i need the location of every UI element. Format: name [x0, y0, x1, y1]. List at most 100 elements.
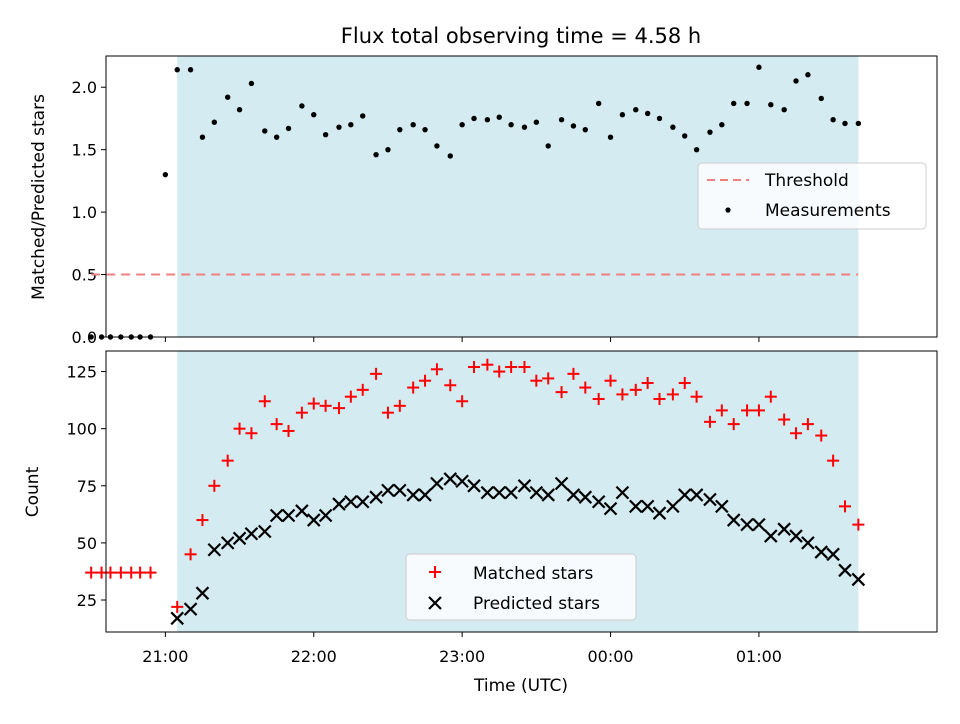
predicted-star-point: [207, 542, 222, 557]
predicted-star-point: [332, 497, 346, 511]
measurement-point: [781, 107, 787, 113]
matched-star-point: [703, 415, 716, 428]
matched-star-point: [430, 363, 443, 376]
matched-star-point: [666, 388, 679, 401]
measurement-point: [545, 143, 551, 149]
predicted-star-point: [752, 517, 766, 532]
legend-measurement-marker: [725, 207, 731, 213]
measurement-point: [311, 111, 317, 118]
predicted-star-point: [603, 501, 618, 516]
measurement-point: [88, 334, 94, 340]
matched-star-point: [629, 383, 642, 396]
matched-star-point: [295, 406, 308, 419]
measurement-point: [273, 134, 280, 140]
measurement-point: [842, 120, 848, 127]
measurement-point: [656, 115, 663, 122]
predicted-star-point: [232, 531, 247, 546]
measurement-point: [818, 95, 824, 102]
matched-star-point: [616, 388, 629, 401]
predicted-star-point: [195, 586, 210, 600]
predicted-star-point: [492, 485, 507, 500]
predicted-star-point: [504, 485, 518, 500]
matched-star-point: [171, 600, 184, 613]
measurement-point: [633, 107, 639, 113]
measurement-point: [322, 131, 329, 138]
measurement-point: [299, 103, 305, 109]
axes-frame: [105, 55, 938, 338]
matched-star-point: [518, 360, 531, 373]
matched-star-point: [764, 390, 777, 403]
matched-star-point: [653, 392, 666, 405]
predicted-star-point: [455, 474, 469, 488]
matched-star-point: [815, 429, 828, 442]
matched-star-point: [690, 390, 703, 403]
y-tick-label: 0.5: [72, 266, 97, 285]
matched-star-point: [567, 367, 580, 380]
y-tick-label: 125: [66, 363, 97, 382]
x-tick-label: 22:00: [291, 647, 337, 666]
predicted-star-point: [578, 490, 593, 504]
x-tick-label: 01:00: [736, 647, 782, 666]
matched-star-point: [208, 479, 221, 492]
predicted-star-point: [183, 602, 198, 616]
predicted-star-point: [715, 499, 729, 514]
legend-box: [405, 553, 637, 621]
measurement-point: [397, 126, 403, 133]
y-axis-label-count: Count: [23, 466, 43, 517]
measurement-point: [570, 123, 577, 129]
measurement-point: [360, 113, 366, 119]
matched-star-point: [790, 427, 803, 440]
predicted-star-point: [814, 545, 829, 559]
predicted-star-point: [406, 488, 420, 502]
matched-star-point: [356, 383, 369, 396]
matched-star-point: [419, 374, 432, 387]
measurement-point: [410, 121, 416, 128]
matched-star-point: [456, 395, 469, 408]
measurement-point: [619, 111, 626, 118]
matched-star-point: [221, 454, 234, 467]
predicted-star-point: [801, 536, 815, 550]
axes-frame: [105, 350, 938, 633]
x-tick-label: 23:00: [439, 647, 485, 666]
measurement-point: [496, 114, 502, 120]
predicted-star-point: [381, 483, 395, 498]
measurement-point: [348, 121, 354, 128]
legend-box: [697, 162, 927, 230]
matched-star-point: [468, 360, 481, 373]
measurement-point: [756, 64, 762, 70]
predicted-star-point: [369, 490, 383, 504]
matched-star-point: [752, 404, 765, 417]
matched-star-point: [505, 360, 518, 373]
matched-star-point: [282, 424, 295, 437]
matched-star-point: [592, 392, 605, 405]
matched-star-point: [444, 379, 457, 392]
measurement-point: [744, 100, 750, 107]
predicted-star-point: [789, 529, 803, 543]
predicted-star-point: [764, 529, 778, 543]
matched-star-point: [393, 399, 406, 412]
measurement-point: [731, 100, 737, 107]
measurement-point: [224, 94, 231, 100]
matched-star-point: [727, 418, 740, 431]
y-tick-label: 100: [66, 420, 97, 439]
y-axis-label-ratio: Matched/Predicted stars: [29, 94, 49, 300]
measurement-point: [595, 100, 602, 107]
matched-star-point: [144, 566, 157, 579]
measurement-point: [830, 116, 836, 123]
predicted-star-point: [703, 492, 717, 507]
predicted-star-point: [529, 485, 544, 500]
x-tick-label: 00:00: [587, 647, 633, 666]
measurement-point: [385, 146, 391, 153]
predicted-star-point: [306, 513, 321, 527]
predicted-star-point: [591, 495, 606, 509]
predicted-star-point: [652, 506, 667, 520]
measurement-point: [211, 119, 218, 125]
matched-star-point: [555, 386, 568, 399]
matched-star-point: [838, 500, 851, 513]
predicted-star-point: [517, 479, 532, 493]
legend-count: Matched stars Predicted stars: [405, 553, 637, 621]
matched-star-point: [542, 372, 555, 385]
predicted-star-point: [628, 499, 643, 514]
predicted-star-point: [318, 508, 333, 523]
